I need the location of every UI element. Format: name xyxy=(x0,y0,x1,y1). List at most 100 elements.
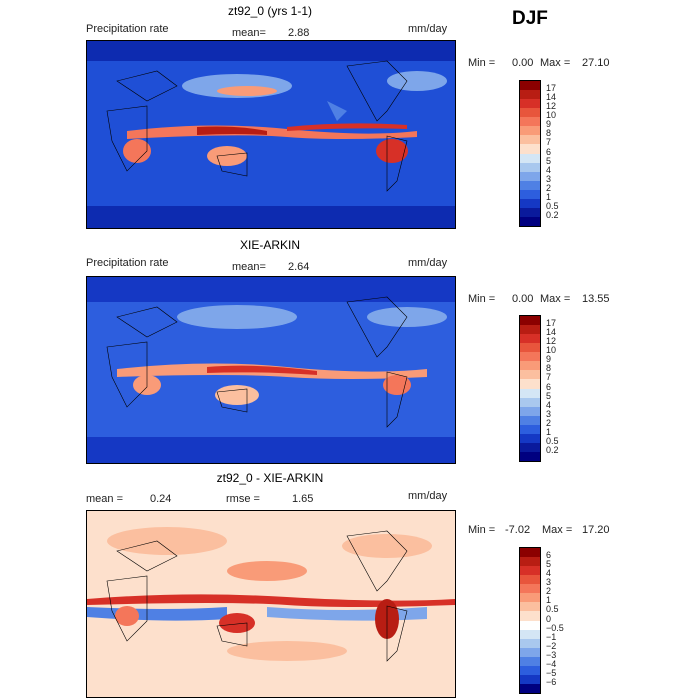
panel-2-map xyxy=(86,276,456,464)
colorbar-swatch xyxy=(520,81,540,91)
panel-2-mean-value: 2.64 xyxy=(288,261,310,273)
panel-1-mean-value: 2.88 xyxy=(288,27,310,39)
colorbar-tick-label: 3 xyxy=(546,577,552,588)
colorbar-tick-label: 10 xyxy=(546,110,557,121)
panel-2-max-value: 13.55 xyxy=(582,293,610,305)
panel-1-colorbar xyxy=(519,80,541,227)
colorbar-swatch xyxy=(520,424,540,434)
colorbar-swatch xyxy=(520,397,540,407)
panel-1-mean-label: mean= xyxy=(232,27,266,39)
colorbar-swatch xyxy=(520,162,540,172)
colorbar-swatch xyxy=(520,388,540,398)
season-label: DJF xyxy=(512,8,548,29)
colorbar-tick-label: 14 xyxy=(546,327,557,338)
colorbar-swatch xyxy=(520,611,540,621)
panel-2-mean-label: mean= xyxy=(232,261,266,273)
colorbar-tick-label: 0 xyxy=(546,613,552,624)
colorbar-tick-label: 0.2 xyxy=(546,444,559,455)
panel-1-units: mm/day xyxy=(408,23,448,35)
panel-3-rmse-label: rmse = xyxy=(226,493,260,505)
panel-2-variable-label: Precipitation rate xyxy=(86,257,169,269)
colorbar-tick-label: 12 xyxy=(546,336,557,347)
colorbar-tick-label: 2 xyxy=(546,586,552,597)
colorbar-tick-label: 2 xyxy=(546,417,552,428)
colorbar-swatch xyxy=(520,665,540,675)
colorbar-tick-label: 14 xyxy=(546,92,557,103)
colorbar-swatch xyxy=(520,406,540,416)
colorbar-swatch xyxy=(520,117,540,127)
panel-3-rmse-value: 1.65 xyxy=(292,493,314,505)
colorbar-swatch xyxy=(520,180,540,190)
colorbar-swatch xyxy=(520,379,540,389)
colorbar-tick-label: 4 xyxy=(546,164,552,175)
colorbar-tick-label: 17 xyxy=(546,83,557,94)
colorbar-tick-label: 5 xyxy=(546,155,552,166)
colorbar-tick-label: 7 xyxy=(546,372,552,383)
colorbar-swatch xyxy=(520,153,540,163)
colorbar-swatch xyxy=(520,575,540,585)
colorbar-tick-label: −5 xyxy=(546,667,557,678)
panel-3-max-value: 17.20 xyxy=(582,524,610,536)
colorbar-swatch xyxy=(520,442,540,452)
colorbar-swatch xyxy=(520,602,540,612)
colorbar-swatch xyxy=(520,620,540,630)
panel-3-mean-label: mean = xyxy=(86,493,123,505)
colorbar-swatch xyxy=(520,433,540,443)
colorbar-tick-label: 6 xyxy=(546,550,552,561)
colorbar-tick-label: 8 xyxy=(546,363,552,374)
colorbar-swatch xyxy=(520,90,540,100)
colorbar-swatch xyxy=(520,548,540,558)
colorbar-tick-label: −6 xyxy=(546,676,557,687)
panel-1-title: zt92_0 (yrs 1-1) xyxy=(227,4,313,18)
colorbar-tick-label: 10 xyxy=(546,345,557,356)
colorbar-tick-label: −4 xyxy=(546,658,557,669)
colorbar-tick-label: 9 xyxy=(546,119,552,130)
colorbar-tick-label: 8 xyxy=(546,128,552,139)
panel-2-title: XIE-ARKIN xyxy=(239,238,300,252)
colorbar-tick-label: 0.5 xyxy=(546,200,559,211)
colorbar-swatch xyxy=(520,343,540,353)
colorbar-tick-label: 6 xyxy=(546,146,552,157)
colorbar-swatch xyxy=(520,415,540,425)
colorbar-swatch xyxy=(520,126,540,136)
colorbar-tick-label: 12 xyxy=(546,101,557,112)
colorbar-swatch xyxy=(520,135,540,145)
panel-3-title: zt92_0 - XIE-ARKIN xyxy=(216,471,324,485)
colorbar-tick-label: −2 xyxy=(546,640,557,651)
panel-3-min-value: -7.02 xyxy=(505,524,531,536)
colorbar-swatch xyxy=(520,629,540,639)
colorbar-tick-label: 1 xyxy=(546,595,552,606)
panel-3-max-label: Max = xyxy=(542,524,573,536)
colorbar-tick-label: 3 xyxy=(546,408,552,419)
colorbar-tick-label: 0.5 xyxy=(546,604,559,615)
colorbar-swatch xyxy=(520,584,540,594)
colorbar-swatch xyxy=(520,566,540,576)
colorbar-swatch xyxy=(520,370,540,380)
colorbar-tick-label: −0.5 xyxy=(546,622,564,633)
panel-1-min-label: Min = xyxy=(468,57,496,69)
colorbar-tick-label: 6 xyxy=(546,381,552,392)
panel-1-min-value: 0.00 xyxy=(512,57,534,69)
panel-1-variable-label: Precipitation rate xyxy=(86,23,169,35)
colorbar-tick-label: 7 xyxy=(546,137,552,148)
panel-2-max-label: Max = xyxy=(540,293,571,305)
panel-3-mean-value: 0.24 xyxy=(150,493,172,505)
colorbar-tick-label: 1 xyxy=(546,191,552,202)
colorbar-swatch xyxy=(520,674,540,684)
colorbar-swatch xyxy=(520,638,540,648)
colorbar-swatch xyxy=(520,99,540,109)
colorbar-swatch xyxy=(520,334,540,344)
colorbar-tick-label: 4 xyxy=(546,399,552,410)
colorbar-swatch xyxy=(520,207,540,217)
colorbar-tick-label: 0.5 xyxy=(546,435,559,446)
colorbar-tick-label: −3 xyxy=(546,649,557,660)
panel-2-colorbar xyxy=(519,315,541,462)
panel-2-min-value: 0.00 xyxy=(512,293,534,305)
colorbar-tick-label: 9 xyxy=(546,354,552,365)
colorbar-swatch xyxy=(520,144,540,154)
colorbar-swatch xyxy=(520,189,540,199)
colorbar-tick-label: 5 xyxy=(546,559,552,570)
colorbar-tick-label: 0.2 xyxy=(546,209,559,220)
colorbar-swatch xyxy=(520,316,540,326)
colorbar-swatch xyxy=(520,108,540,118)
